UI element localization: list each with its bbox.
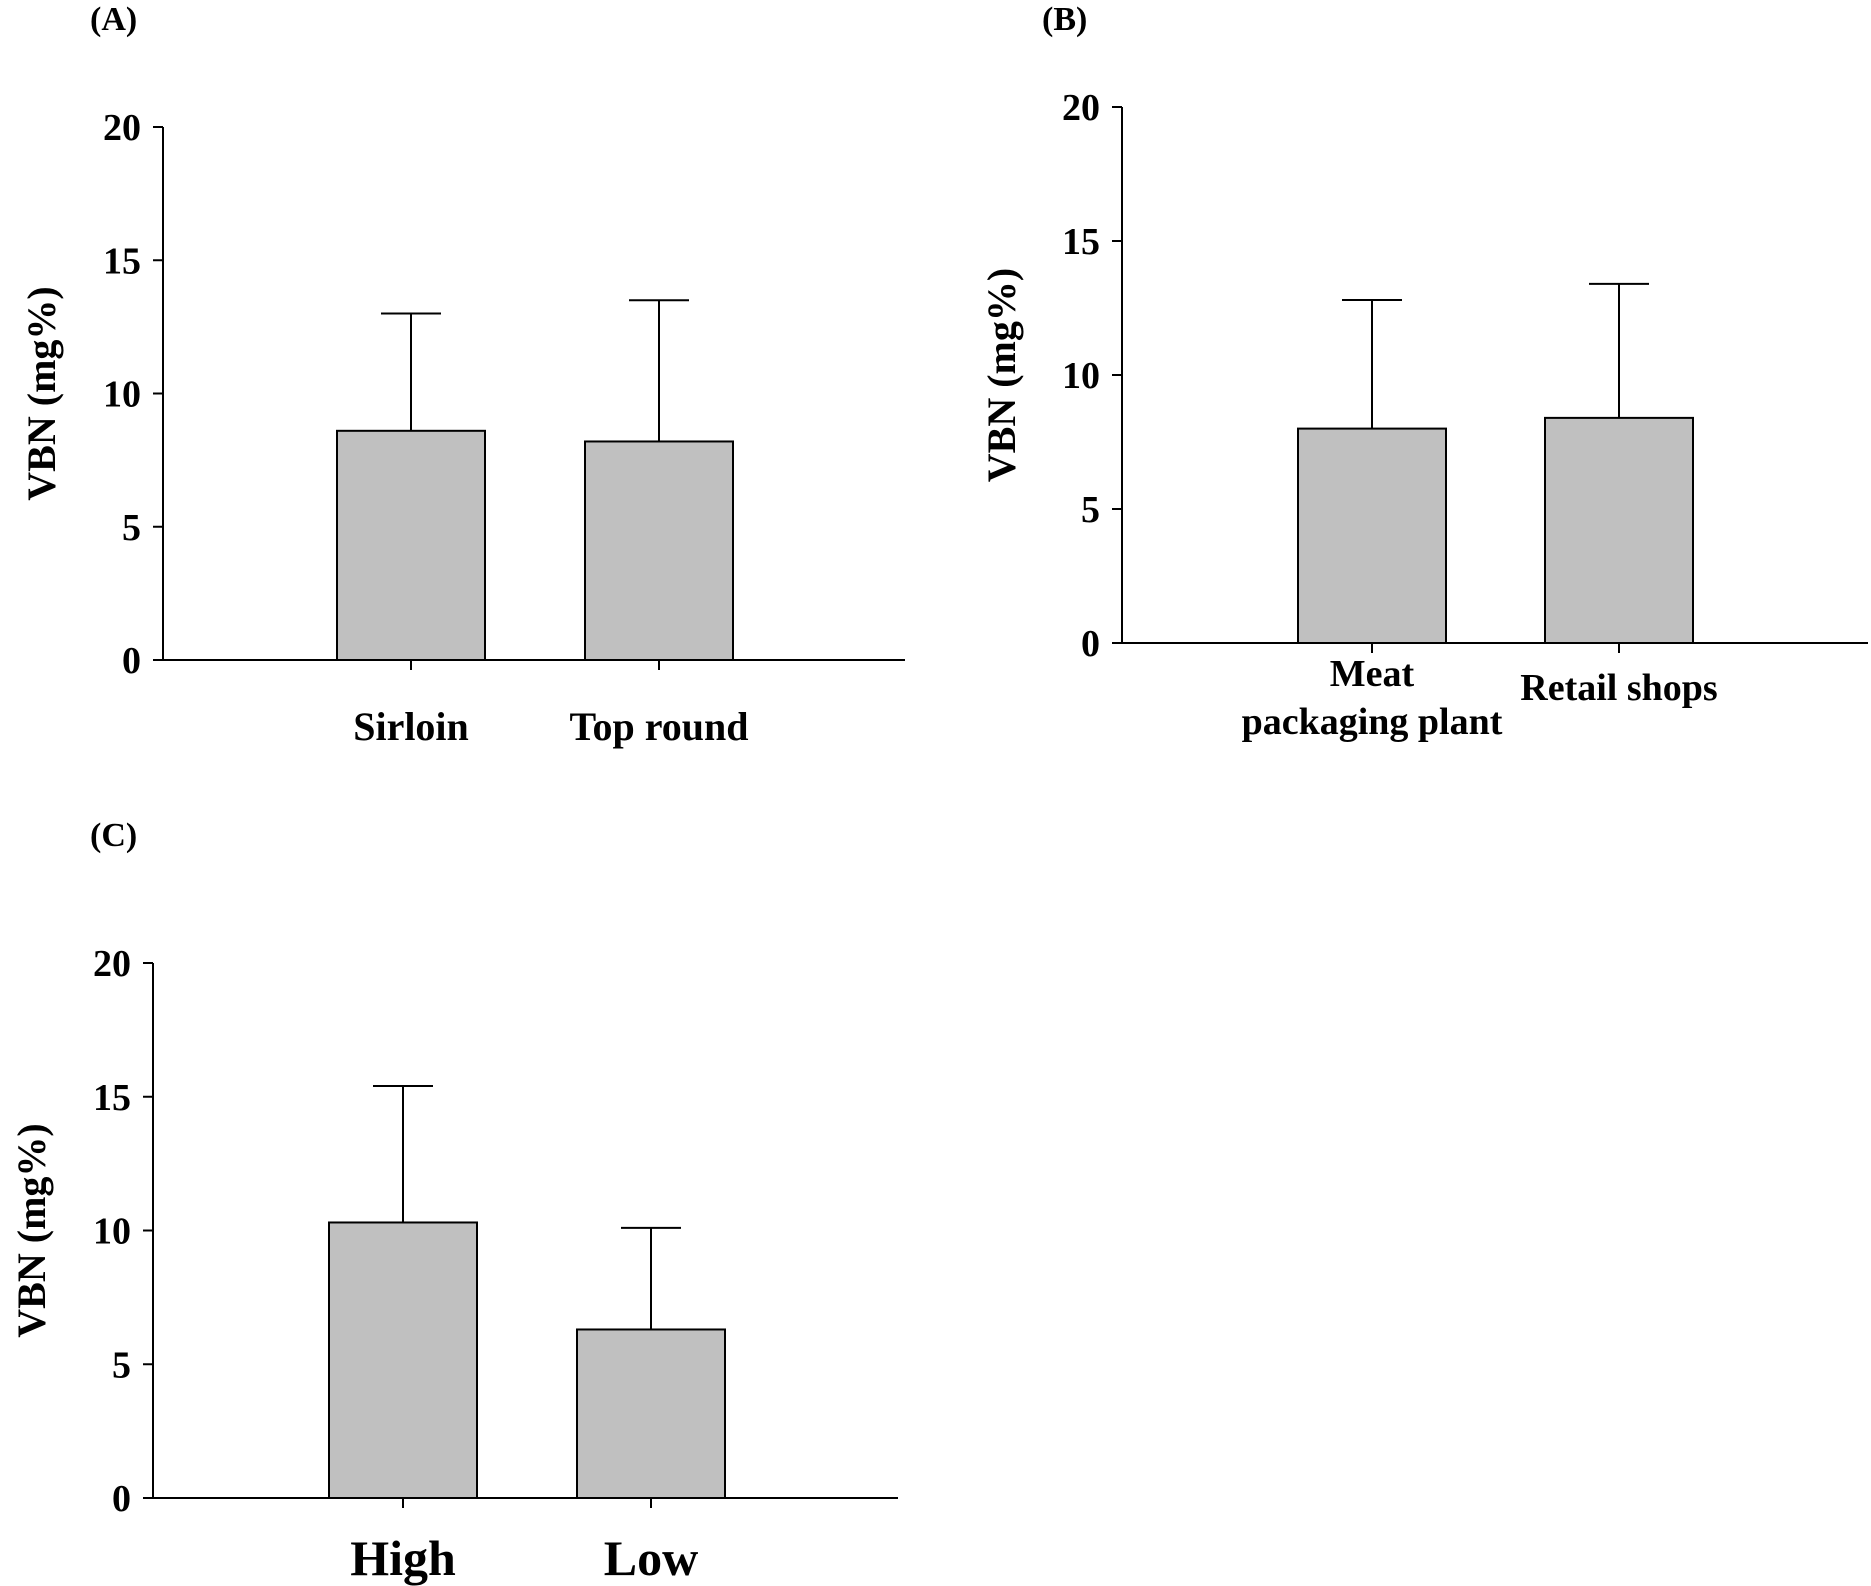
y-tick-label: 5 (112, 1344, 131, 1386)
y-tick-label: 15 (1062, 221, 1100, 263)
y-tick-label: 5 (1081, 489, 1100, 531)
y-tick-label: 15 (103, 240, 141, 282)
y-tick-label: 0 (1081, 623, 1100, 665)
panel-label: (B) (1042, 1, 1087, 38)
y-axis-title: VBN (mg%) (9, 1123, 54, 1337)
chart-panel-3: (C) 0 5 10 15 20 VBN (mg%) High Low (9, 817, 898, 1586)
bar (1297, 427, 1447, 644)
bar (336, 429, 486, 661)
x-tick-label: Low (604, 1530, 698, 1586)
bar (328, 1221, 478, 1499)
x-tick-label: Top round (569, 704, 748, 749)
bar (576, 1328, 726, 1499)
bar (1544, 416, 1694, 644)
y-tick-label: 20 (1062, 87, 1100, 129)
y-tick-label: 20 (93, 943, 131, 985)
chart-panel-2: (B) 0 5 10 15 20 VBN (mg%) Meat packaging plant R… (979, 1, 1868, 743)
x-tick-label: Retail shops (1520, 667, 1717, 709)
y-tick-label: 10 (103, 374, 141, 416)
x-tick-label: High (350, 1530, 456, 1586)
y-tick-label: 0 (122, 640, 141, 682)
y-tick-label: 5 (122, 507, 141, 549)
x-tick-label: Meat packaging plant (1242, 653, 1503, 743)
y-tick-label: 10 (1062, 355, 1100, 397)
y-axis-title: VBN (mg%) (979, 268, 1024, 482)
panel-label: (C) (90, 817, 137, 854)
panel-label: (A) (90, 1, 137, 38)
y-tick-label: 0 (112, 1478, 131, 1520)
chart-panel-1: (A) 0 5 10 15 20 VBN (mg%) Sirloin Top round (19, 1, 905, 749)
y-tick-label: 20 (103, 107, 141, 149)
bar (584, 440, 734, 661)
x-tick-label: Sirloin (353, 704, 469, 749)
y-axis-title: VBN (mg%) (19, 286, 64, 500)
y-tick-label: 15 (93, 1077, 131, 1119)
y-tick-label: 10 (93, 1211, 131, 1253)
